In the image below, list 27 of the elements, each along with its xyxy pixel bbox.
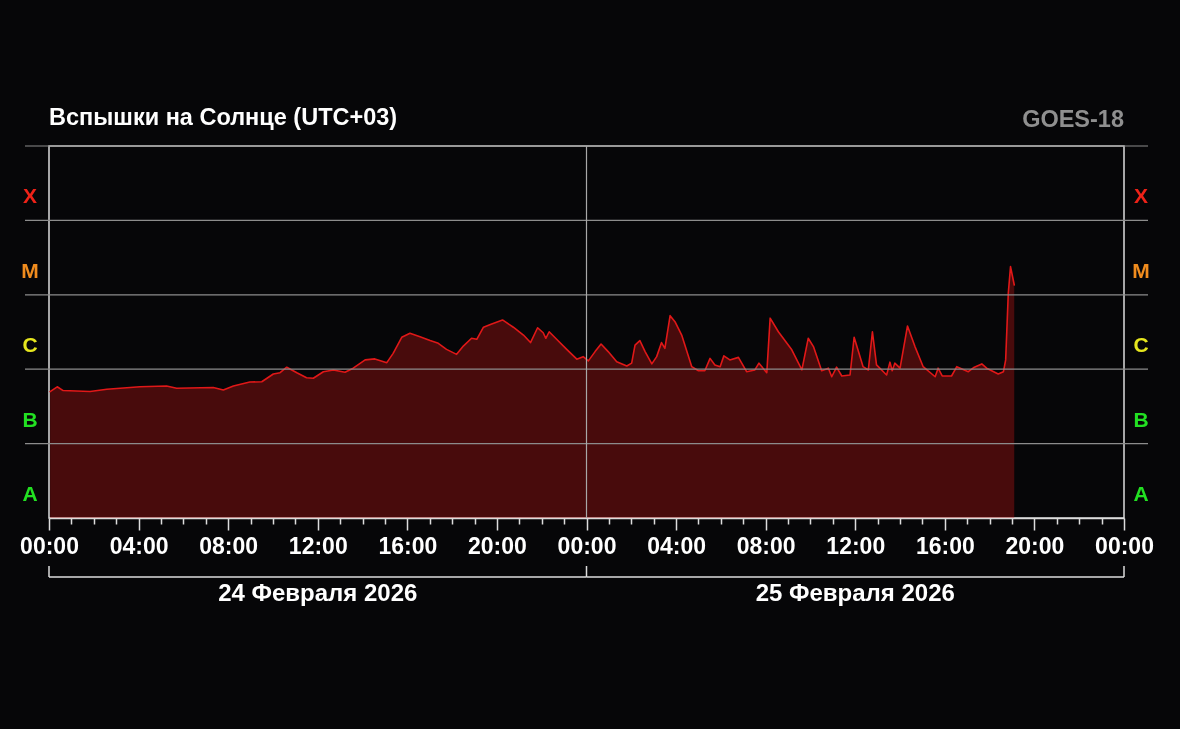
chart-subtitle: GOES-18 <box>1022 106 1124 132</box>
x-tick-label: 16:00 <box>915 532 975 559</box>
text: B <box>1133 407 1149 431</box>
x-tick-label: 00:00 <box>1095 532 1154 559</box>
x-tick-label: 00:00 <box>557 532 617 559</box>
text: 25 Февраля 2026 <box>755 579 955 606</box>
x-tick-label: 12:00 <box>826 532 886 559</box>
x-tick-label: 20:00 <box>468 532 527 559</box>
text: X <box>1133 184 1149 208</box>
x-tick-label: 20:00 <box>1005 532 1065 559</box>
text: M <box>21 258 39 282</box>
text: C <box>1133 333 1149 357</box>
x-tick-label: 04:00 <box>109 532 169 559</box>
x-tick-label: 08:00 <box>736 532 796 559</box>
x-tick-label: 08:00 <box>199 532 259 559</box>
text: X <box>22 184 38 208</box>
text: C <box>22 333 38 357</box>
text: A <box>1133 481 1149 505</box>
x-tick-label: 12:00 <box>288 532 348 559</box>
text: A <box>22 481 38 505</box>
x-tick-label: 16:00 <box>378 532 438 559</box>
chart-title: Вспышки на Солнце (UTC+03) <box>49 103 398 130</box>
x-tick-label: 00:00 <box>20 532 79 559</box>
x-tick-label: 04:00 <box>647 532 706 559</box>
text: B <box>22 407 38 431</box>
text: M <box>1132 258 1150 282</box>
text: 24 Февраля 2026 <box>218 579 418 606</box>
